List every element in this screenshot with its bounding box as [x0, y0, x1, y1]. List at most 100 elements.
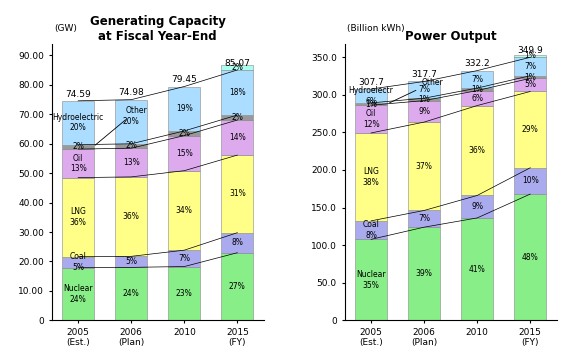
Text: 1%: 1%	[365, 99, 377, 108]
Text: 36%: 36%	[123, 212, 139, 221]
Text: 19%: 19%	[176, 104, 193, 113]
Bar	[168, 136, 200, 171]
Bar	[115, 148, 147, 177]
Bar	[355, 105, 387, 133]
Text: 349.9: 349.9	[517, 46, 543, 55]
Text: 7%: 7%	[471, 75, 483, 84]
Bar	[514, 57, 546, 76]
Bar	[461, 88, 493, 91]
Bar	[514, 168, 546, 194]
Bar	[461, 218, 493, 320]
Bar	[222, 233, 253, 253]
Text: 39%: 39%	[416, 269, 433, 278]
Bar	[461, 106, 493, 195]
Bar	[168, 131, 200, 136]
Title: Power Output: Power Output	[405, 29, 497, 43]
Text: 5%: 5%	[125, 257, 137, 266]
Text: 18%: 18%	[229, 88, 246, 97]
Bar	[355, 133, 387, 221]
Text: LNG
38%: LNG 38%	[363, 167, 379, 187]
Text: 6%: 6%	[471, 94, 483, 103]
Bar	[461, 91, 493, 106]
Text: 7%: 7%	[418, 214, 430, 223]
Text: 20%: 20%	[123, 117, 139, 126]
Text: 29%: 29%	[522, 125, 538, 134]
Bar	[115, 177, 147, 256]
Bar	[62, 268, 94, 320]
Bar	[115, 268, 147, 320]
Bar	[168, 87, 200, 131]
Text: 2%: 2%	[72, 142, 84, 151]
Text: 27%: 27%	[229, 282, 246, 291]
Text: 7%: 7%	[524, 62, 536, 71]
Text: (Billion kWh): (Billion kWh)	[347, 24, 405, 33]
Text: 332.2: 332.2	[464, 59, 490, 68]
Text: (GW): (GW)	[55, 24, 77, 33]
Bar	[408, 82, 440, 98]
Bar	[355, 89, 387, 103]
Text: 9%: 9%	[471, 202, 483, 211]
Text: 1%: 1%	[471, 85, 483, 94]
Text: LNG
36%: LNG 36%	[70, 207, 87, 227]
Bar	[514, 194, 546, 320]
Bar	[514, 55, 546, 57]
Bar	[461, 71, 493, 88]
Text: 1%: 1%	[524, 72, 536, 82]
Text: Nuclear
35%: Nuclear 35%	[356, 270, 386, 289]
Text: 79.45: 79.45	[172, 75, 197, 84]
Text: Hydroelectric
20%: Hydroelectric 20%	[53, 113, 104, 132]
Bar	[408, 98, 440, 100]
Bar	[62, 101, 94, 145]
Text: 5%: 5%	[524, 80, 536, 90]
Text: Oil
13%: Oil 13%	[70, 154, 87, 173]
Bar	[514, 78, 546, 91]
Text: 74.59: 74.59	[65, 90, 91, 99]
Bar	[115, 256, 147, 268]
Text: 15%: 15%	[176, 149, 193, 158]
Bar	[168, 171, 200, 250]
Bar	[115, 100, 147, 144]
Bar	[355, 240, 387, 320]
Bar	[222, 120, 253, 155]
Bar	[222, 65, 253, 70]
Text: 41%: 41%	[469, 265, 486, 274]
Text: 2%: 2%	[125, 142, 137, 150]
Text: Nuclear
24%: Nuclear 24%	[63, 284, 93, 304]
Text: 9%: 9%	[418, 107, 430, 116]
Bar	[222, 155, 253, 233]
Text: 36%: 36%	[469, 146, 486, 155]
Text: 2%: 2%	[179, 129, 190, 138]
Text: 307.7: 307.7	[358, 78, 384, 87]
Bar	[355, 221, 387, 240]
Bar	[408, 227, 440, 320]
Bar	[115, 144, 147, 148]
Bar	[62, 257, 94, 268]
Bar	[461, 195, 493, 218]
Text: Coal
5%: Coal 5%	[70, 253, 87, 272]
Bar	[168, 250, 200, 266]
Text: 317.7: 317.7	[411, 70, 437, 79]
Bar	[222, 115, 253, 120]
Bar	[222, 70, 253, 115]
Bar	[408, 100, 440, 122]
Bar	[62, 178, 94, 257]
Text: Other: Other	[390, 78, 443, 103]
Text: 1%: 1%	[524, 51, 536, 60]
Bar	[62, 149, 94, 178]
Text: Oil
12%: Oil 12%	[363, 109, 379, 129]
Bar	[62, 145, 94, 149]
Bar	[355, 103, 387, 105]
Text: 74.98: 74.98	[118, 88, 144, 98]
Text: 1%: 1%	[418, 95, 430, 104]
Text: 13%: 13%	[123, 158, 139, 167]
Title: Generating Capacity
at Fiscal Year-End: Generating Capacity at Fiscal Year-End	[90, 15, 226, 43]
Text: 8%: 8%	[231, 238, 243, 247]
Bar	[514, 76, 546, 78]
Text: 2%: 2%	[231, 113, 243, 122]
Bar	[168, 266, 200, 320]
Bar	[408, 122, 440, 210]
Text: 10%: 10%	[522, 177, 538, 185]
Text: 24%: 24%	[123, 289, 139, 298]
Text: 37%: 37%	[416, 162, 433, 171]
Text: 31%: 31%	[229, 189, 246, 198]
